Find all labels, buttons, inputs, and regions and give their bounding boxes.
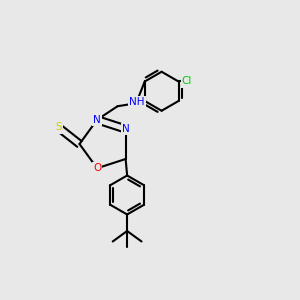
Text: N: N bbox=[93, 115, 101, 125]
Text: O: O bbox=[93, 163, 101, 173]
Text: Cl: Cl bbox=[182, 76, 192, 86]
Text: N: N bbox=[122, 124, 130, 134]
Text: S: S bbox=[55, 122, 62, 133]
Text: NH: NH bbox=[129, 97, 145, 107]
